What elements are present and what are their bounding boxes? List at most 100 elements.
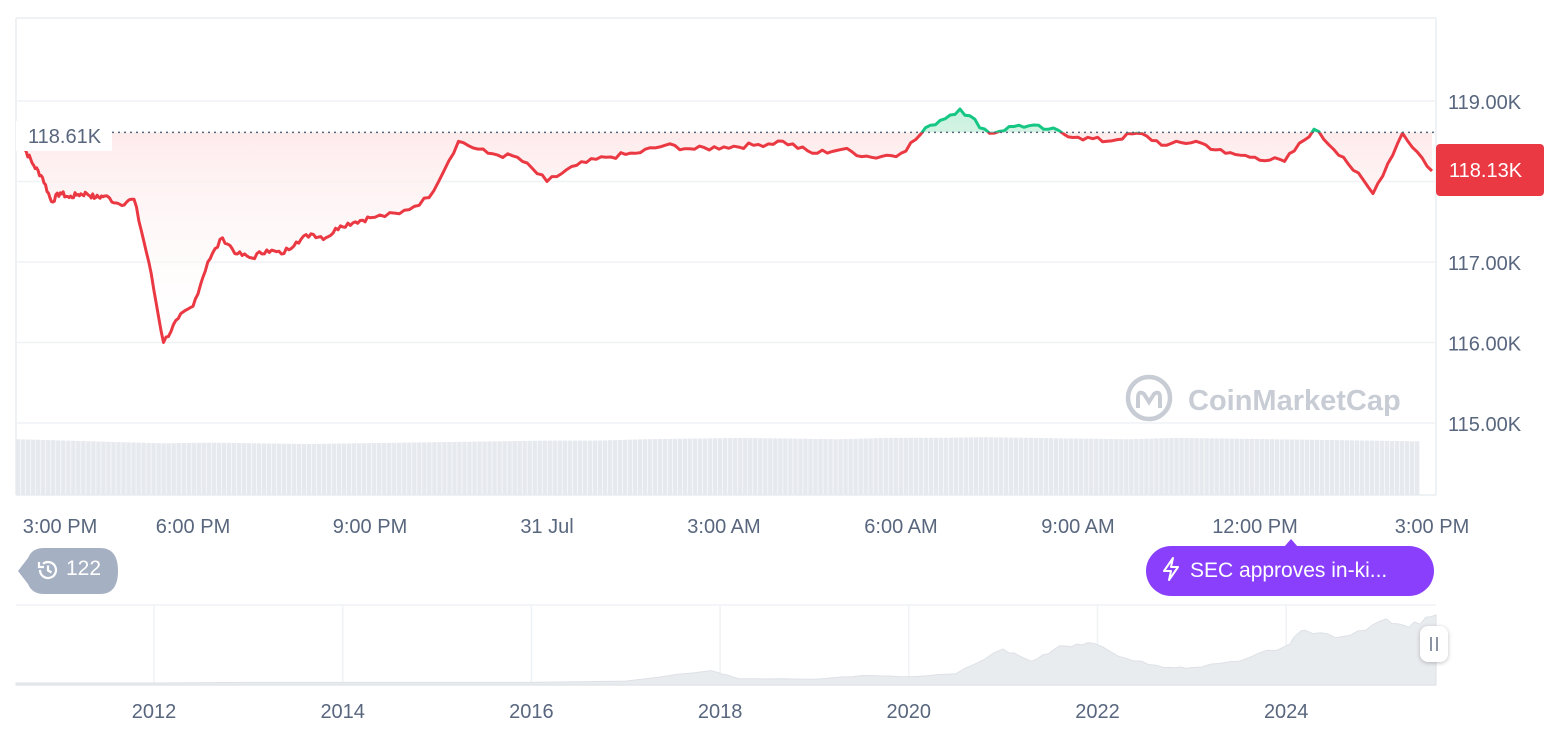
volume-bar <box>652 439 658 495</box>
volume-bar <box>803 438 808 495</box>
area-fill-below <box>17 132 1432 343</box>
volume-bar <box>231 442 237 495</box>
volume-bar <box>422 442 427 495</box>
volume-bar <box>1359 440 1365 495</box>
grid-layer <box>15 17 1437 496</box>
volume-bar <box>723 438 728 495</box>
x-tick-label: 9:00 AM <box>1041 516 1114 538</box>
volume-bar <box>472 441 477 495</box>
volume-bar <box>622 439 628 495</box>
volume-bar <box>918 437 923 495</box>
volume-bar <box>542 440 547 495</box>
volume-bar <box>933 437 939 495</box>
history-count[interactable]: 122 <box>66 557 102 580</box>
reference-price-label: 118.61K <box>16 121 112 151</box>
volume-bar <box>382 442 387 495</box>
history-badge-shape[interactable] <box>18 548 118 594</box>
volume-bar <box>998 437 1004 495</box>
volume-bar <box>718 438 723 495</box>
volume-bar <box>356 443 362 495</box>
volume-bar <box>442 442 447 495</box>
volume-bar <box>567 440 572 495</box>
volume-bar <box>1134 438 1139 495</box>
volume-bar <box>316 443 322 495</box>
volume-bar <box>1023 437 1029 495</box>
volume-bar <box>773 438 778 495</box>
range-navigator[interactable] <box>15 604 1437 686</box>
navigator-x-tick-label: 2020 <box>887 701 932 723</box>
volume-bar <box>707 438 713 495</box>
volume-bar <box>111 441 116 495</box>
volume-bar <box>612 440 618 495</box>
news-event-pill[interactable]: SEC approves in-ki... <box>1146 546 1434 596</box>
volume-bar <box>667 438 673 495</box>
volume-bar <box>346 443 352 495</box>
volume-bar <box>552 440 557 495</box>
volume-bar <box>41 439 46 495</box>
volume-bar <box>743 437 748 495</box>
y-axis: 119.00K 117.00K 116.00K 115.00K <box>1448 92 1522 436</box>
volume-bar <box>738 437 743 495</box>
volume-bar <box>1414 441 1420 495</box>
volume-bar <box>1069 438 1074 495</box>
reference-price-text: 118.61K <box>28 126 102 148</box>
volume-bar <box>597 440 603 495</box>
volume-bar <box>592 440 598 495</box>
volume-bar <box>1269 439 1274 495</box>
volume-bar <box>1099 438 1104 495</box>
volume-bar <box>1314 439 1320 495</box>
volume-bar <box>878 438 883 495</box>
volume-bar <box>492 441 497 495</box>
volume-bar <box>913 437 918 495</box>
price-area-fill <box>16 109 1432 343</box>
volume-bar <box>532 440 537 495</box>
volume-bar <box>753 438 758 495</box>
volume-bar <box>16 439 21 495</box>
price-line[interactable] <box>16 107 1434 344</box>
volume-bar <box>1164 438 1169 495</box>
range-handle[interactable] <box>1420 626 1448 662</box>
volume-bar <box>276 443 282 495</box>
volume-bar <box>607 440 613 495</box>
volume-bar <box>562 440 567 495</box>
volume-bar <box>763 438 768 495</box>
volume-bar <box>1154 438 1159 495</box>
volume-bar <box>106 441 111 495</box>
news-event-text: SEC approves in-ki... <box>1190 559 1388 582</box>
volume-bar <box>863 438 868 495</box>
volume-bar <box>968 437 974 495</box>
pause-grip-icon <box>1430 637 1432 651</box>
volume-bar <box>81 441 86 495</box>
current-price-text: 118.13K <box>1449 160 1523 182</box>
volume-bar <box>1149 438 1154 495</box>
volume-bar <box>417 442 422 495</box>
volume-bar <box>407 442 412 495</box>
volume-bar <box>1109 439 1114 495</box>
volume-bar <box>402 442 407 495</box>
volume-bar <box>888 437 893 495</box>
volume-bar <box>86 441 91 495</box>
volume-bar <box>1249 438 1254 495</box>
volume-bar <box>728 438 733 495</box>
volume-bar <box>1309 439 1315 495</box>
navigator-area <box>15 614 1437 686</box>
volume-bar <box>748 437 753 495</box>
volume-bar <box>1114 439 1119 495</box>
volume-bar <box>56 440 61 495</box>
volume-bar <box>1389 440 1395 495</box>
volume-bar <box>642 439 648 495</box>
volume-bar <box>983 437 989 495</box>
volume-bar <box>647 439 653 495</box>
volume-bar <box>1094 438 1099 495</box>
volume-bar <box>256 443 262 495</box>
volume-bars <box>16 437 1420 495</box>
volume-bar <box>1013 437 1019 495</box>
volume-bar <box>672 438 678 495</box>
volume-bar <box>1204 438 1209 495</box>
volume-bar <box>1074 438 1079 495</box>
volume-bar <box>1219 438 1224 495</box>
volume-bar <box>557 440 562 495</box>
volume-bar <box>547 440 552 495</box>
